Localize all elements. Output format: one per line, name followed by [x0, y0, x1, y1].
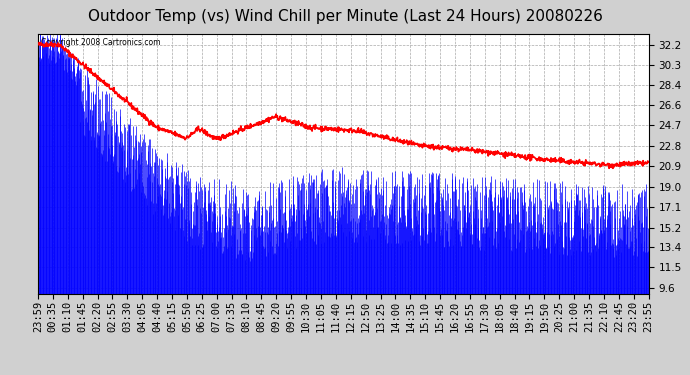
Text: Copyright 2008 Cartronics.com: Copyright 2008 Cartronics.com: [41, 38, 161, 46]
Text: Outdoor Temp (vs) Wind Chill per Minute (Last 24 Hours) 20080226: Outdoor Temp (vs) Wind Chill per Minute …: [88, 9, 602, 24]
